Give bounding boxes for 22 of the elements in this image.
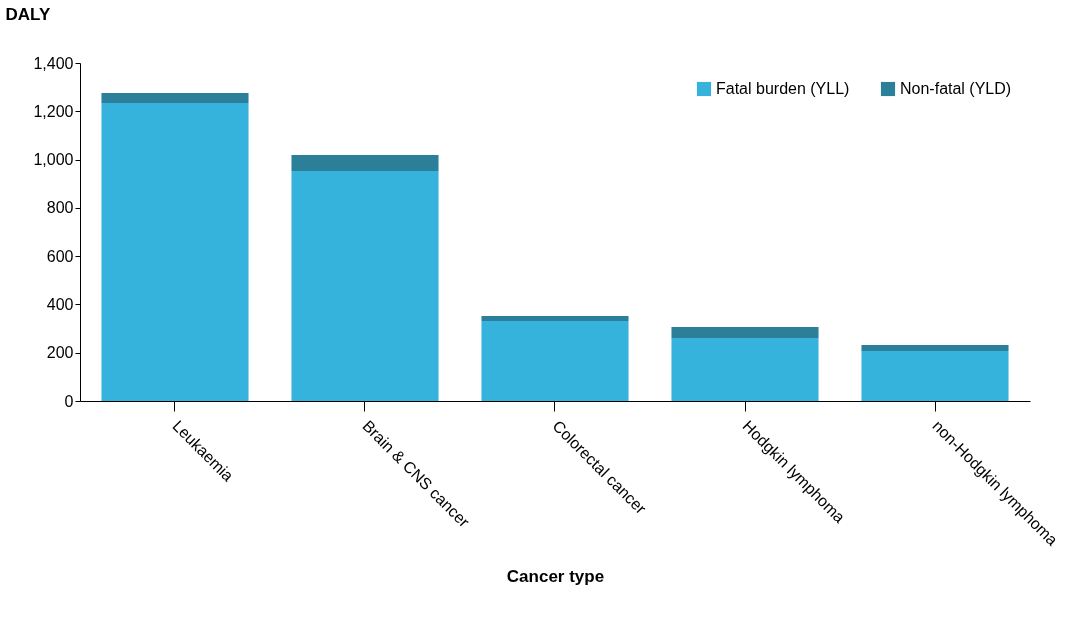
bar bbox=[481, 321, 629, 401]
y-tick-label: 800 bbox=[46, 199, 74, 217]
bar bbox=[671, 327, 819, 338]
y-tick-label: 1,200 bbox=[33, 102, 74, 120]
y-tick-label: 600 bbox=[46, 247, 74, 265]
y-tick-label: 1,400 bbox=[33, 54, 74, 72]
y-tick-label: 200 bbox=[46, 344, 74, 362]
legend-label: Fatal burden (YLL) bbox=[716, 80, 850, 97]
bar bbox=[861, 344, 1009, 352]
bar bbox=[671, 337, 819, 401]
y-tick-label: 400 bbox=[46, 295, 74, 313]
bar bbox=[101, 103, 249, 401]
bar bbox=[101, 92, 249, 104]
bar bbox=[291, 170, 439, 401]
x-axis-title: Cancer type bbox=[506, 566, 605, 586]
bar bbox=[861, 351, 1009, 401]
bar bbox=[291, 154, 439, 171]
bar bbox=[481, 316, 629, 322]
legend-label: Non-fatal (YLD) bbox=[900, 80, 1012, 97]
y-tick-label: 0 bbox=[64, 392, 74, 410]
y-tick-label: 1,000 bbox=[33, 151, 74, 169]
y-axis-title: DALY bbox=[5, 4, 51, 24]
